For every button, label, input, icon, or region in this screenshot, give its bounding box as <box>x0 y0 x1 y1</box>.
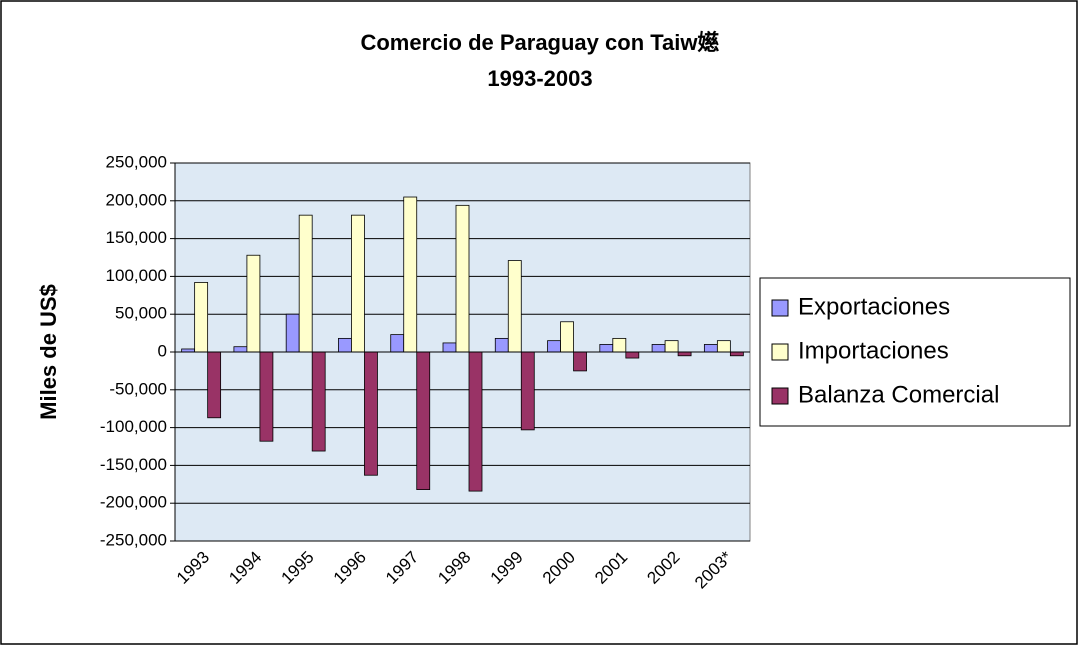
bar <box>468 351 483 492</box>
bar <box>311 351 326 452</box>
y-axis-label: Miles de US$ <box>36 284 61 420</box>
bar <box>364 351 378 476</box>
bar <box>677 351 692 357</box>
chart-title: Comercio de Paraguay con Taiw嬨 <box>360 30 719 55</box>
y-tick-label: 250,000 <box>106 152 167 171</box>
bar <box>194 282 209 353</box>
legend-swatch <box>771 343 789 361</box>
bar <box>599 344 614 353</box>
bar <box>338 337 352 353</box>
bar <box>520 351 535 431</box>
bar <box>651 344 666 353</box>
y-tick-label: -250,000 <box>100 530 167 549</box>
legend-box <box>759 277 1071 427</box>
y-tick-label: -50,000 <box>109 379 167 398</box>
bar <box>716 340 731 353</box>
y-tick-label: 150,000 <box>106 228 167 247</box>
legend-swatch <box>771 299 789 317</box>
bar <box>494 337 509 353</box>
bar <box>703 344 718 353</box>
legend-label: Exportaciones <box>798 293 950 320</box>
bar <box>390 334 405 353</box>
legend-label: Balanza Comercial <box>798 381 999 408</box>
bar <box>507 260 522 353</box>
bar <box>207 351 222 419</box>
bar <box>351 214 365 353</box>
bar <box>612 337 627 353</box>
bar <box>547 340 561 353</box>
bar <box>403 196 418 353</box>
y-tick-label: 200,000 <box>106 190 167 209</box>
y-tick-label: 50,000 <box>115 304 167 323</box>
bar <box>233 346 248 353</box>
bar <box>246 254 261 353</box>
bar <box>560 321 574 353</box>
bar <box>573 351 587 372</box>
bar <box>259 351 274 442</box>
y-tick-label: -150,000 <box>100 455 167 474</box>
bar <box>416 351 431 490</box>
y-tick-label: -100,000 <box>100 417 167 436</box>
legend-swatch <box>771 387 789 405</box>
bar <box>625 351 640 359</box>
bar <box>664 340 679 353</box>
y-tick-label: -200,000 <box>100 493 167 512</box>
chart-subtitle: 1993-2003 <box>487 66 592 91</box>
bar <box>285 313 300 353</box>
y-tick-label: 0 <box>158 341 167 360</box>
bar <box>298 214 313 353</box>
bar <box>729 351 744 357</box>
y-tick-label: 100,000 <box>106 266 167 285</box>
bar <box>442 342 457 353</box>
bar <box>455 204 470 353</box>
legend-label: Importaciones <box>798 337 949 364</box>
